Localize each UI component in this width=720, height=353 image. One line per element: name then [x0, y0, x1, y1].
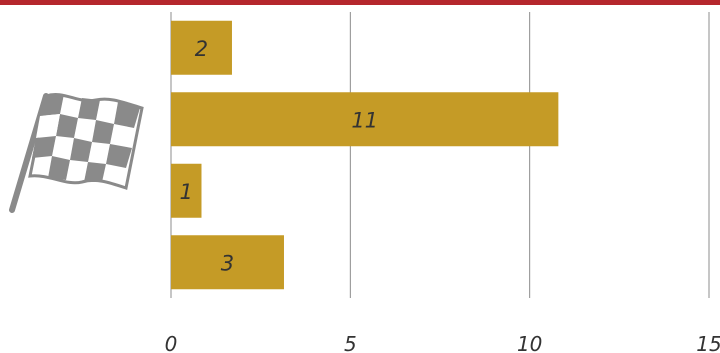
data-label: 11: [351, 108, 378, 132]
bar-3: [171, 235, 284, 290]
x-tick-label: 10: [517, 332, 542, 353]
bar-0: [171, 20, 232, 75]
x-tick-label: 15: [696, 332, 720, 353]
data-label: 3: [221, 251, 234, 275]
checkered-flag-icon: [9, 93, 144, 213]
x-axis-ticks: 0 5 10 15: [165, 332, 720, 353]
data-label: 2: [195, 37, 208, 61]
x-tick-label: 0: [165, 332, 178, 353]
x-tick-label: 5: [344, 332, 357, 353]
bar-1: [171, 92, 559, 147]
header-accent-bar: [0, 0, 720, 5]
bars: [171, 20, 559, 290]
bar-2: [171, 163, 202, 218]
data-label: 1: [180, 180, 193, 204]
